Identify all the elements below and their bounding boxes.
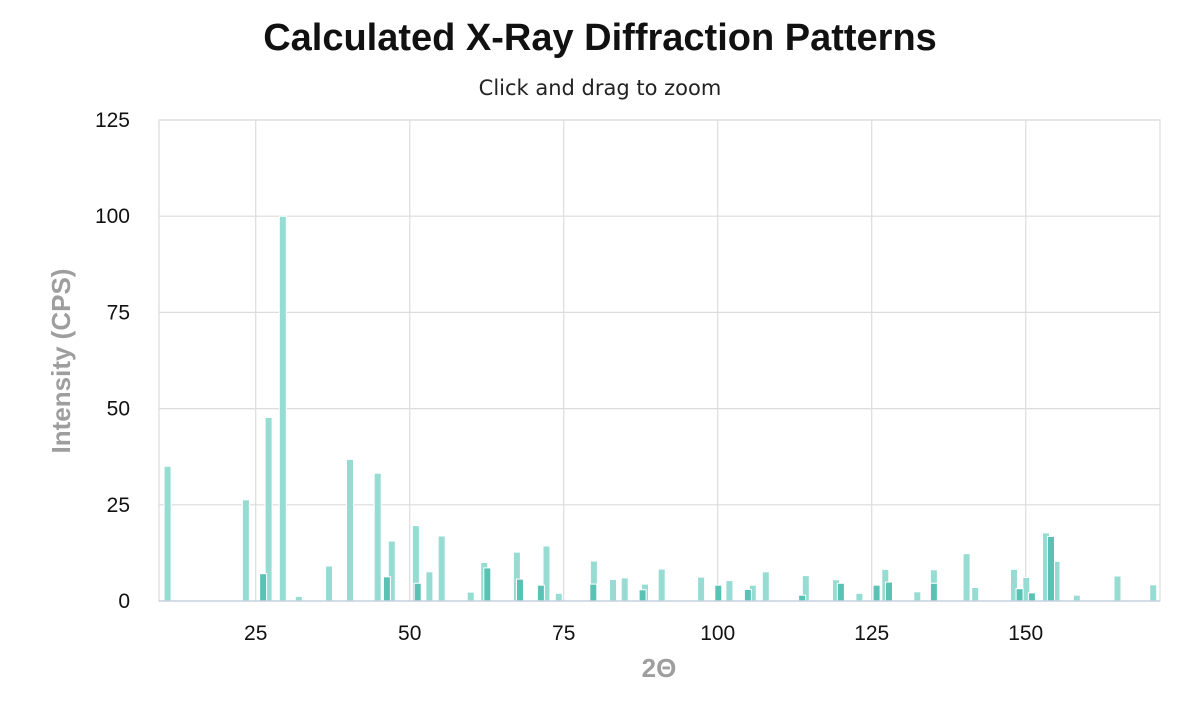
- chart-title: Calculated X-Ray Diffraction Patterns: [263, 17, 937, 59]
- x-axis-title: 2Θ: [642, 653, 677, 683]
- y-tick-label: 75: [107, 301, 130, 324]
- y-tick-label: 0: [118, 590, 130, 613]
- chart-subtitle: Click and drag to zoom: [479, 76, 722, 100]
- x-tick-label: 100: [700, 622, 735, 645]
- x-tick-label: 150: [1008, 622, 1043, 645]
- x-axis-ticks: 25 50 75 100 125 150: [244, 622, 1043, 645]
- y-axis-title: Intensity (CPS): [46, 269, 76, 454]
- x-tick-label: 25: [244, 622, 267, 645]
- x-tick-label: 75: [552, 622, 575, 645]
- x-tick-label: 50: [398, 622, 421, 645]
- y-tick-label: 100: [95, 205, 130, 228]
- zoom-drag-area[interactable]: [159, 120, 1160, 601]
- x-tick-label: 125: [854, 622, 889, 645]
- y-tick-label: 25: [107, 494, 130, 517]
- y-axis-ticks: 0 25 50 75 100 125: [95, 109, 130, 613]
- diffraction-peaks: [163, 215, 1158, 602]
- y-tick-label: 125: [95, 109, 130, 132]
- y-tick-label: 50: [107, 398, 130, 421]
